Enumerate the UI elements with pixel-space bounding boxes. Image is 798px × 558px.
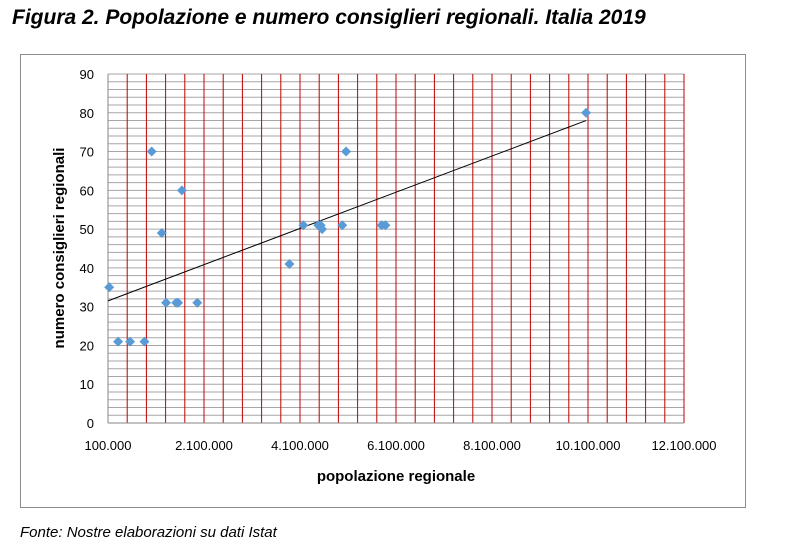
x-tick-label: 8.100.000 <box>463 438 521 453</box>
y-tick-labels: 0 10 20 30 40 50 60 70 80 90 <box>80 67 94 431</box>
y-tick-label: 80 <box>80 106 94 121</box>
vertical-gridlines <box>126 74 685 423</box>
data-point <box>161 297 172 308</box>
y-tick-label: 60 <box>80 183 94 198</box>
data-point <box>337 220 348 231</box>
data-point <box>192 297 203 308</box>
x-tick-label: 10.100.000 <box>555 438 620 453</box>
data-point <box>341 146 352 157</box>
x-tick-labels: 100.000 2.100.000 4.100.000 6.100.000 8.100.… <box>85 438 717 453</box>
data-point <box>380 220 391 231</box>
data-point <box>173 297 184 308</box>
x-tick-label: 12.100.000 <box>651 438 716 453</box>
data-point <box>176 185 187 196</box>
trendline <box>107 120 587 302</box>
source-note: Fonte: Nostre elaborazioni su dati Istat <box>20 524 277 541</box>
data-point <box>125 336 136 347</box>
data-point <box>113 336 124 347</box>
x-tick-label: 4.100.000 <box>271 438 329 453</box>
data-point <box>284 259 295 270</box>
y-tick-label: 40 <box>80 261 94 276</box>
y-tick-label: 90 <box>80 67 94 82</box>
y-tick-label: 70 <box>80 145 94 160</box>
x-tick-label: 6.100.000 <box>367 438 425 453</box>
y-tick-label: 20 <box>80 338 94 353</box>
trendline-line <box>107 120 587 302</box>
data-point <box>317 224 328 235</box>
data-point <box>139 336 150 347</box>
data-point <box>146 146 157 157</box>
y-tick-label: 30 <box>80 300 94 315</box>
y-tick-label: 0 <box>87 416 94 431</box>
data-points <box>104 107 592 347</box>
x-axis-title: popolazione regionale <box>317 468 475 485</box>
x-tick-label: 100.000 <box>85 438 132 453</box>
x-tick-label: 2.100.000 <box>175 438 233 453</box>
data-point <box>104 282 115 293</box>
data-point <box>298 220 309 231</box>
data-point <box>156 227 167 238</box>
y-tick-label: 10 <box>80 377 94 392</box>
y-axis-title: numero consiglieri regionali <box>51 148 68 349</box>
axes <box>107 74 684 424</box>
figure-title: Figura 2. Popolazione e numero consiglie… <box>12 6 646 29</box>
y-tick-label: 50 <box>80 222 94 237</box>
data-point <box>581 107 592 118</box>
chart-frame <box>20 54 746 508</box>
